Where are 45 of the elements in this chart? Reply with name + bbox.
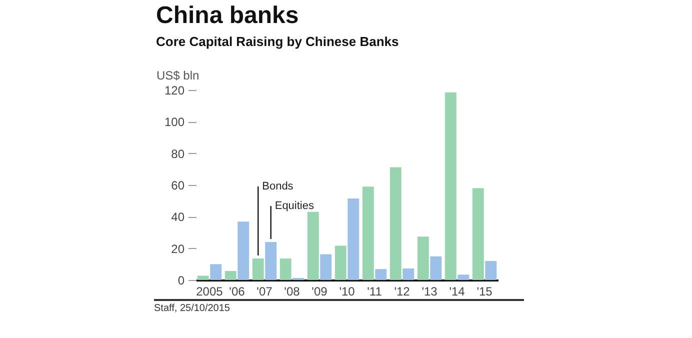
x-tick-label: '10 xyxy=(339,284,356,298)
x-tick-label: '09 xyxy=(312,284,328,298)
bar xyxy=(390,167,402,280)
x-tick-label: '07 xyxy=(256,284,273,298)
bar xyxy=(280,258,292,280)
text: Equities xyxy=(274,200,314,212)
text: Staff, 25/10/2015 xyxy=(154,303,231,314)
y-axis-title: US$ bln xyxy=(156,68,200,82)
bar xyxy=(265,242,277,280)
x-tick-label: '11 xyxy=(367,284,382,298)
y-tick-label: 40 xyxy=(171,210,185,224)
x-tick-label: '15 xyxy=(476,284,493,298)
bar xyxy=(485,261,497,280)
bar xyxy=(224,270,236,280)
y-tick-label: 80 xyxy=(171,146,185,161)
bar xyxy=(458,274,470,280)
bar xyxy=(402,268,414,280)
x-tick-label: '13 xyxy=(422,284,438,298)
bar xyxy=(348,198,360,280)
bar xyxy=(307,212,319,280)
bar xyxy=(320,254,332,280)
bar xyxy=(417,236,429,280)
y-tick-label: 60 xyxy=(171,178,185,192)
x-tick-label: '06 xyxy=(229,284,246,298)
bar xyxy=(252,258,264,280)
bar xyxy=(362,186,374,280)
chart-title: China banks xyxy=(156,2,299,29)
bar xyxy=(444,92,456,280)
bar xyxy=(197,276,209,280)
bar xyxy=(334,246,346,280)
bar xyxy=(238,222,250,280)
y-tick-label: 120 xyxy=(164,84,185,98)
y-tick-label: 100 xyxy=(164,115,185,130)
bar xyxy=(430,256,442,280)
chart-subtitle: Core Capital Raising by Chinese Banks xyxy=(156,34,399,49)
text: Bonds xyxy=(262,180,294,192)
bar xyxy=(210,264,222,280)
x-tick-label: '14 xyxy=(449,284,466,298)
bar xyxy=(472,188,484,280)
x-tick-label: '12 xyxy=(394,284,410,298)
x-tick-label: 2005 xyxy=(196,284,224,298)
bar xyxy=(375,269,387,280)
y-tick-label: 0 xyxy=(178,274,185,288)
y-tick-label: 20 xyxy=(171,242,185,256)
x-tick-label: '08 xyxy=(284,284,300,298)
